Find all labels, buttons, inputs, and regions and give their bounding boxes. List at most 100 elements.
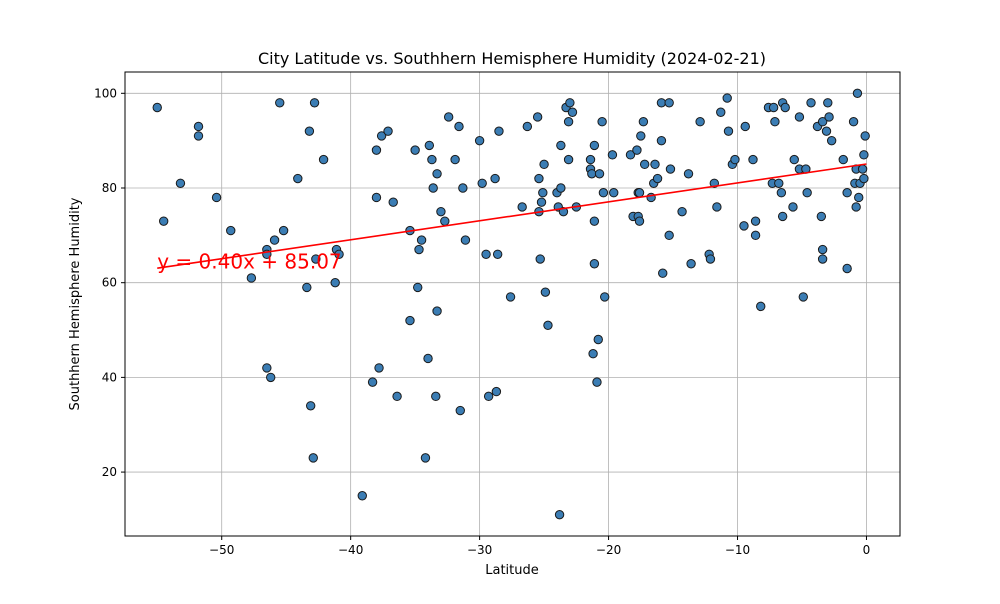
data-point — [852, 88, 863, 99]
data-point — [539, 159, 549, 170]
data-point — [650, 159, 660, 170]
data-point — [414, 244, 424, 255]
data-point — [851, 202, 861, 212]
data-point — [536, 197, 547, 207]
data-point — [730, 154, 740, 165]
data-point — [554, 509, 565, 520]
data-point — [788, 202, 798, 212]
data-point — [436, 206, 446, 217]
data-point — [658, 268, 668, 278]
regression-layer: y = 0.40x + 85.07 — [157, 163, 867, 273]
data-point — [712, 202, 722, 212]
data-point — [383, 126, 393, 136]
plot-frame — [124, 71, 901, 537]
data-point — [492, 249, 503, 259]
data-point — [664, 230, 674, 241]
data-point — [683, 169, 694, 179]
data-point — [376, 131, 387, 141]
data-point — [656, 135, 667, 146]
data-point — [722, 93, 732, 103]
data-point — [266, 372, 276, 383]
data-point — [431, 391, 441, 402]
data-point — [357, 491, 367, 501]
data-point — [816, 211, 827, 222]
data-point — [309, 98, 320, 108]
x-tick-label: −20 — [596, 543, 621, 557]
data-point — [423, 353, 433, 364]
data-point — [563, 154, 574, 165]
data-point — [152, 102, 162, 113]
data-point — [405, 315, 415, 326]
data-point — [600, 292, 610, 302]
data-point — [556, 140, 566, 151]
data-point — [416, 235, 427, 245]
data-point — [632, 145, 642, 155]
data-point — [770, 117, 780, 127]
data-point — [308, 453, 318, 463]
data-point — [774, 178, 784, 188]
data-point — [768, 102, 779, 113]
data-point — [794, 112, 805, 122]
data-point — [634, 188, 645, 198]
data-point — [740, 121, 750, 132]
data-point — [798, 292, 808, 302]
data-point — [388, 197, 398, 207]
data-point — [625, 150, 636, 160]
data-point — [483, 391, 494, 402]
data-point — [392, 391, 402, 402]
data-point — [371, 192, 382, 203]
data-point — [505, 292, 516, 302]
data-point — [454, 121, 464, 132]
data-point — [748, 154, 758, 165]
data-point — [410, 145, 420, 155]
data-point — [817, 117, 828, 127]
data-point — [664, 98, 674, 108]
data-point — [458, 183, 468, 193]
data-point — [293, 173, 303, 184]
data-point — [424, 140, 435, 151]
data-point — [563, 117, 574, 127]
data-point — [705, 254, 716, 264]
data-point — [304, 126, 315, 136]
data-point — [443, 112, 454, 122]
data-point — [686, 259, 696, 269]
data-point — [193, 121, 204, 132]
data-point — [534, 173, 544, 184]
data-point — [540, 287, 551, 297]
data-point — [226, 225, 236, 236]
regression-line — [157, 163, 867, 269]
data-point — [639, 159, 650, 170]
data-point — [330, 277, 340, 288]
data-point — [802, 188, 812, 198]
data-point — [477, 178, 487, 188]
data-point — [665, 164, 676, 174]
data-point — [474, 135, 485, 146]
data-point — [824, 112, 834, 122]
data-point — [817, 244, 828, 255]
x-tick-label: 0 — [863, 543, 871, 557]
data-point — [789, 154, 799, 165]
data-point — [636, 131, 646, 141]
data-point — [432, 169, 442, 179]
data-point — [585, 154, 596, 165]
data-point — [420, 453, 431, 463]
data-point — [311, 254, 321, 264]
data-point — [302, 282, 312, 293]
y-tick-label: 60 — [102, 276, 117, 290]
x-tick-label: −30 — [467, 543, 492, 557]
data-point — [567, 107, 578, 117]
data-point — [695, 117, 705, 127]
x-tick-label: −10 — [725, 543, 750, 557]
data-point — [556, 183, 566, 193]
data-point — [857, 164, 868, 174]
data-point — [750, 230, 761, 241]
data-point — [413, 282, 423, 293]
data-point — [598, 188, 609, 198]
data-point — [821, 126, 832, 136]
data-point — [494, 126, 504, 136]
axis-ticks: −50 −40 −30 −20 −10 0 20 40 60 80 100 — [94, 86, 870, 557]
data-point — [607, 150, 618, 160]
data-point — [538, 188, 548, 198]
data-point — [723, 126, 734, 136]
